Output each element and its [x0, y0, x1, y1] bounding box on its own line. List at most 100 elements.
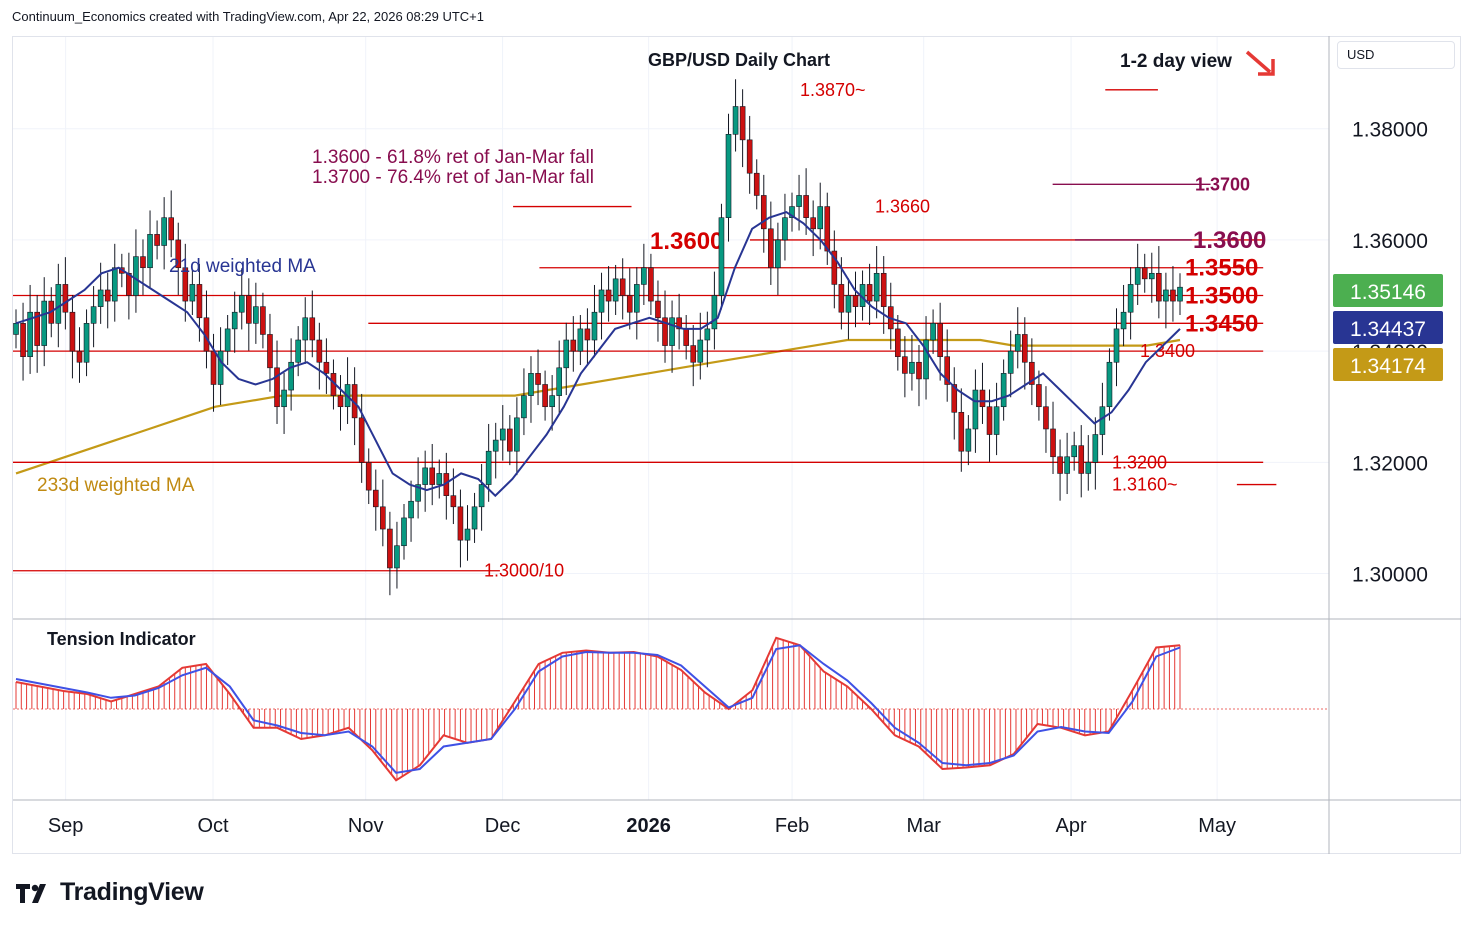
candle	[27, 284, 33, 374]
candle	[803, 168, 809, 235]
candle	[1021, 317, 1028, 390]
candle	[1148, 252, 1155, 303]
candle	[62, 257, 69, 330]
level-label: 1.3200	[1112, 452, 1167, 472]
x-tick-label: Sep	[48, 815, 84, 837]
candle	[492, 422, 499, 479]
candle	[782, 193, 788, 261]
candle	[760, 174, 767, 253]
candle	[612, 264, 619, 315]
candle	[768, 201, 774, 285]
candle	[302, 297, 309, 364]
view-label: 1-2 day view	[1120, 51, 1232, 72]
candle	[1134, 243, 1141, 305]
level-label: 1.3700	[1195, 174, 1250, 194]
price-tag: 1.35146	[1333, 274, 1443, 307]
candle	[965, 415, 972, 466]
axes: Sep Oct Nov Dec 2026 Feb Mar Apr May 1.30000 1.320…	[13, 36, 1461, 854]
candle	[626, 268, 633, 330]
tradingview-logo-icon	[16, 883, 46, 903]
candle	[662, 290, 668, 363]
y-tick-label: 1.36000	[1352, 230, 1428, 253]
candle	[641, 243, 647, 305]
candle	[464, 505, 471, 561]
x-tick-label: Dec	[485, 815, 521, 837]
candle	[669, 300, 675, 373]
candle	[224, 314, 231, 366]
currency-selector[interactable]: USD	[1337, 41, 1455, 69]
candle	[401, 504, 407, 560]
candle	[810, 200, 816, 257]
x-tick-label: Oct	[197, 815, 229, 837]
candle	[471, 492, 478, 543]
candle	[351, 367, 358, 446]
tradingview-logo[interactable]: TradingView	[16, 878, 204, 907]
candle	[895, 314, 901, 371]
ma21-line	[15, 211, 1181, 498]
candlestick-series	[13, 79, 1183, 596]
candle	[880, 256, 887, 334]
candle	[902, 336, 908, 398]
candle	[711, 271, 718, 350]
chart-header: Continuum_Economics created with Trading…	[12, 9, 484, 24]
candle	[951, 367, 958, 440]
price-tag-label: 1.34174	[1350, 355, 1426, 378]
candle	[344, 357, 351, 424]
ma233-line	[15, 338, 1181, 475]
candle	[175, 222, 182, 295]
price-tag-label: 1.34437	[1350, 318, 1426, 341]
candle	[140, 239, 146, 295]
candle	[365, 448, 372, 505]
x-tick-label: Apr	[1056, 815, 1087, 837]
candle	[909, 335, 915, 391]
candle	[507, 415, 513, 466]
candle	[570, 316, 577, 372]
candle	[923, 316, 929, 400]
candle	[20, 302, 26, 381]
candle	[1113, 308, 1120, 387]
candle	[316, 322, 323, 390]
candle	[238, 268, 245, 330]
candle	[1014, 307, 1021, 369]
candle	[556, 340, 563, 413]
candle	[775, 222, 781, 295]
candle	[535, 349, 541, 406]
candle	[873, 246, 880, 319]
candle	[789, 192, 795, 232]
candle	[372, 469, 379, 531]
candle	[189, 270, 196, 315]
candle	[824, 192, 831, 265]
candle	[1064, 432, 1070, 495]
candle	[598, 272, 605, 340]
candle	[655, 280, 661, 342]
candle	[549, 375, 555, 431]
candle	[394, 521, 400, 589]
level-label: 1.3660	[875, 197, 930, 217]
candle	[746, 115, 753, 194]
candle	[1036, 370, 1042, 421]
candle	[69, 294, 76, 379]
candle	[1085, 435, 1092, 491]
candle	[126, 252, 132, 320]
candle	[154, 220, 160, 260]
level-label: 1.3600	[650, 228, 723, 255]
x-tick-label: May	[1198, 815, 1236, 837]
candle	[217, 327, 224, 406]
candle	[542, 370, 548, 421]
chart-labels: GBP/USD Daily Chart 1-2 day view 1.3600 - …	[37, 50, 1275, 649]
candle	[203, 290, 210, 369]
candle	[231, 291, 238, 353]
candle	[90, 286, 97, 348]
candle	[1078, 425, 1085, 498]
candle	[133, 229, 139, 313]
candle	[1163, 272, 1169, 329]
candle	[1057, 439, 1063, 501]
level-label: 1.3600	[1193, 227, 1266, 254]
chart-frame[interactable]	[12, 36, 1461, 854]
candle	[478, 463, 485, 531]
candle	[358, 393, 365, 483]
candle	[13, 309, 19, 349]
candle	[937, 302, 943, 381]
price-tag: 1.34437	[1333, 311, 1443, 344]
